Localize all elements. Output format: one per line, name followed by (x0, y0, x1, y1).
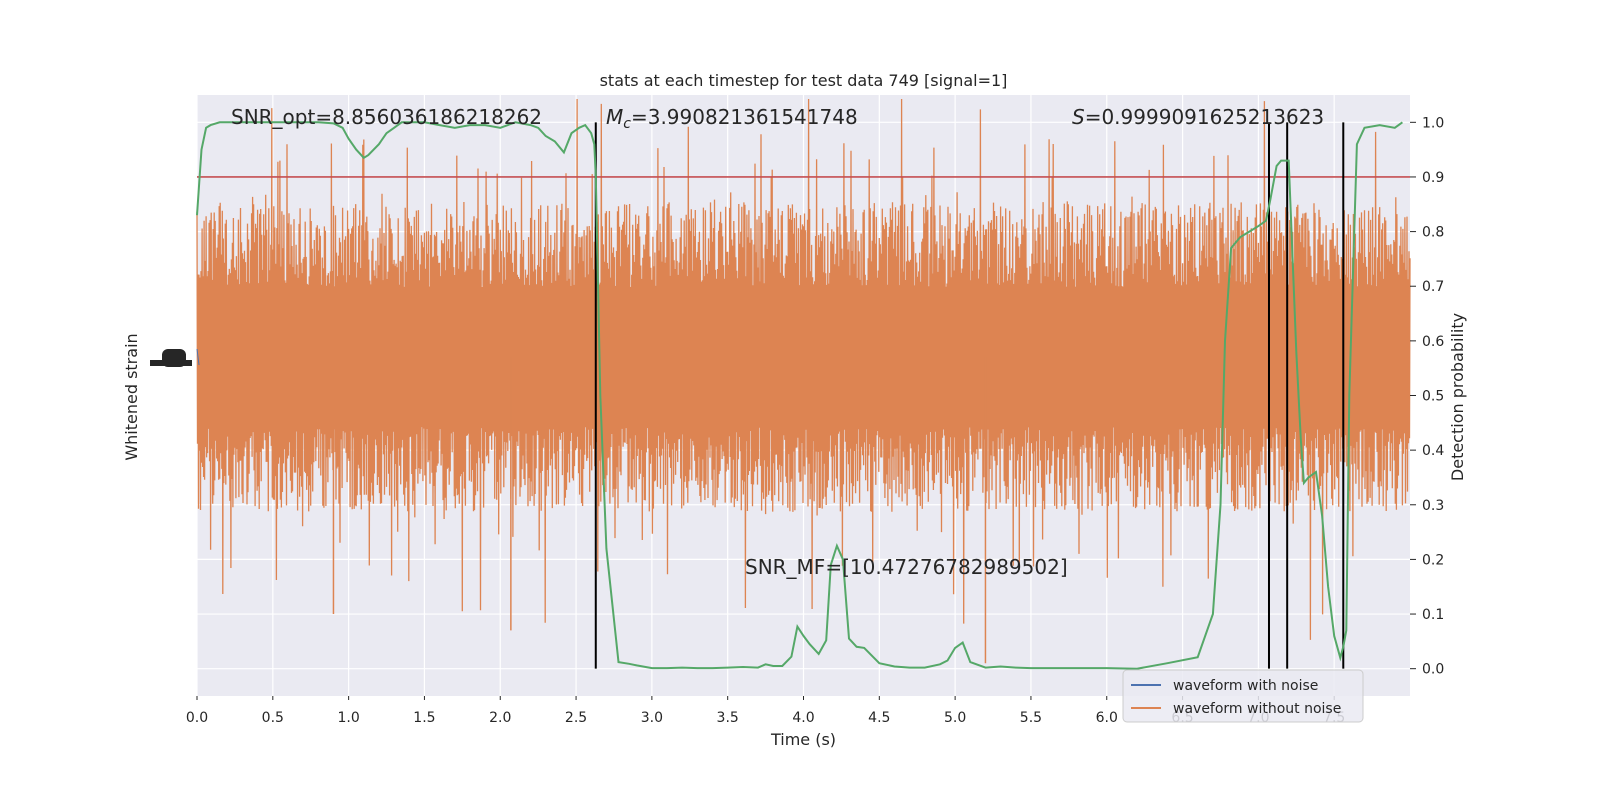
x-tick-label: 0.5 (262, 710, 284, 726)
x-tick-label: 1.0 (337, 710, 359, 726)
y-right-tick-label: 0.2 (1422, 552, 1444, 568)
x-tick-label: 2.0 (489, 710, 511, 726)
x-tick-label: 5.0 (944, 710, 966, 726)
strain-trace (196, 98, 1411, 664)
y-right-tick-label: 0.1 (1422, 607, 1444, 623)
tick-marks (150, 121, 1416, 700)
annotation-s-value: =0.9999091625213623 (1085, 105, 1324, 129)
x-tick-label: 3.0 (641, 710, 663, 726)
x-tick-label: 5.5 (1020, 710, 1042, 726)
annotation-chirp-mass-value: =3.990821361541748 (631, 105, 858, 129)
event-lines (594, 122, 1345, 669)
y-right-tick-label: 0.5 (1422, 389, 1444, 405)
y-right-tick-label: 0.0 (1422, 662, 1444, 678)
probability-layer (196, 121, 1403, 670)
y-right-tick-label: 0.7 (1422, 279, 1444, 295)
x-tick-label: 4.0 (792, 710, 814, 726)
annotation-snr-mf: SNR_MF=[10.47276782989502] (745, 555, 1068, 579)
y-right-tick-label: 0.8 (1422, 225, 1444, 241)
y-right-tick-label: 0.3 (1422, 498, 1444, 514)
y-right-tick-label: 0.9 (1422, 170, 1444, 186)
x-tick-label: 1.5 (413, 710, 435, 726)
x-tick-label: 3.5 (717, 710, 739, 726)
series-waveform-without-noise (196, 98, 1411, 640)
annotation-chirp-mass: Mc=3.990821361541748 (606, 105, 858, 132)
y-left-tick-cluster (162, 349, 186, 367)
legend-entry-without-noise: waveform without noise (1173, 701, 1341, 717)
y-axis-left-label: Whitened strain (122, 333, 141, 460)
y-right-tick-label: 1.0 (1422, 115, 1444, 131)
y-axis-right-label: Detection probability (1448, 313, 1467, 481)
legend-box (1122, 669, 1364, 723)
y-right-tick-label: 0.4 (1422, 443, 1444, 459)
x-tick-label: 2.5 (565, 710, 587, 726)
chart-title: stats at each timestep for test data 749… (600, 71, 1008, 90)
series-detection-probability (196, 121, 1403, 670)
x-tick-label: 4.5 (868, 710, 890, 726)
y-right-tick-label: 0.6 (1422, 334, 1444, 350)
legend: waveform with noise waveform without noi… (1122, 669, 1364, 723)
legend-entry-with-noise: waveform with noise (1173, 678, 1318, 694)
x-tick-label: 6.0 (1096, 710, 1118, 726)
annotation-s-symbol: S (1072, 105, 1085, 129)
annotation-chirp-mass-subscript: c (623, 116, 631, 132)
x-tick-label: 0.0 (186, 710, 208, 726)
annotation-chirp-mass-symbol: M (606, 105, 623, 129)
annotation-snr-opt: SNR_opt=8.856036186218262 (231, 105, 542, 129)
annotation-s: S=0.9999091625213623 (1072, 105, 1324, 129)
x-axis-label: Time (s) (770, 730, 836, 749)
series-waveform-with-noise (196, 348, 200, 366)
